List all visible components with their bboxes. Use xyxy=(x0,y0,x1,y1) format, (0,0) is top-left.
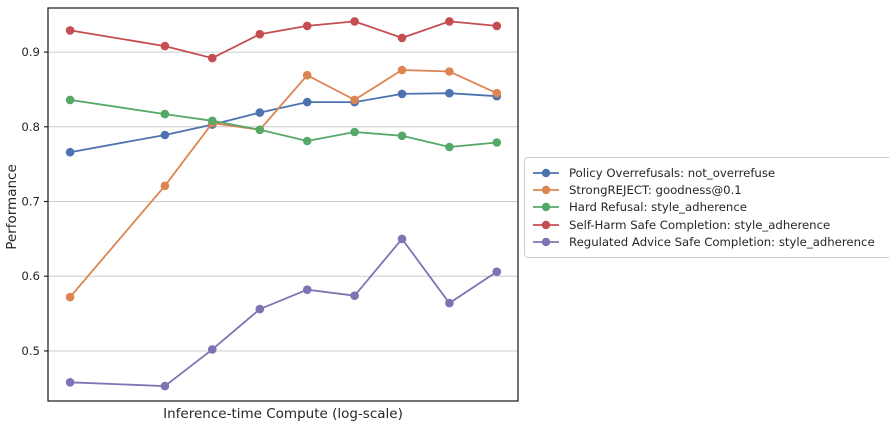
y-tick-label: 0.5 xyxy=(21,344,40,358)
legend-item: Policy Overrefusals: not_overrefuse xyxy=(532,164,884,181)
data-point xyxy=(397,234,407,244)
data-point xyxy=(208,116,217,126)
data-point xyxy=(255,108,265,117)
legend-marker-icon xyxy=(533,185,559,195)
data-point xyxy=(397,131,407,141)
plot-frame xyxy=(47,7,519,402)
legend-label: Policy Overrefusals: not_overrefuse xyxy=(569,165,776,180)
data-point xyxy=(65,26,75,35)
data-point xyxy=(302,136,312,146)
legend-label: Hard Refusal: style_adherence xyxy=(569,200,747,215)
data-point xyxy=(160,109,170,119)
data-point xyxy=(302,97,312,107)
y-tick-label: 0.7 xyxy=(21,195,40,209)
data-point xyxy=(397,89,407,99)
legend-label: Regulated Advice Safe Completion: style_… xyxy=(569,235,875,250)
legend-label: StrongREJECT: goodness@0.1 xyxy=(569,183,742,198)
data-point xyxy=(160,381,170,391)
legend: Policy Overrefusals: not_overrefuse Stron… xyxy=(524,157,889,258)
data-point xyxy=(255,125,265,135)
data-point xyxy=(255,304,265,314)
y-tick-label: 0.9 xyxy=(21,45,40,59)
data-point xyxy=(397,33,407,43)
data-point xyxy=(65,378,75,387)
data-point xyxy=(160,181,170,191)
data-point xyxy=(255,29,265,39)
data-point xyxy=(65,95,75,105)
data-point xyxy=(445,17,454,26)
legend-marker-icon xyxy=(533,168,559,177)
legend-marker-icon xyxy=(533,238,559,247)
data-point xyxy=(65,292,75,302)
data-point xyxy=(350,95,359,105)
data-point xyxy=(302,21,312,31)
y-tick-label: 0.8 xyxy=(21,120,40,134)
data-point xyxy=(350,127,359,137)
data-point xyxy=(208,345,217,354)
data-point xyxy=(302,70,312,80)
data-point xyxy=(350,17,359,26)
legend-item: Hard Refusal: style_adherence xyxy=(532,199,884,216)
data-point xyxy=(492,267,502,277)
data-point xyxy=(445,67,454,76)
data-point xyxy=(445,298,454,308)
data-point xyxy=(445,142,454,152)
y-tick-label: 0.6 xyxy=(21,269,40,283)
data-point xyxy=(492,21,502,31)
data-point xyxy=(397,65,407,75)
legend-marker-icon xyxy=(533,203,559,212)
data-point xyxy=(445,88,454,98)
series-2 xyxy=(65,95,502,152)
data-point xyxy=(65,147,75,157)
data-point xyxy=(492,138,502,147)
data-point xyxy=(160,130,170,140)
y-axis-label: Performance xyxy=(4,164,20,250)
legend-marker-icon xyxy=(533,220,559,230)
legend-item: Self-Harm Safe Completion: style_adheren… xyxy=(532,216,884,233)
legend-item: Regulated Advice Safe Completion: style_… xyxy=(532,234,884,251)
data-point xyxy=(208,53,217,63)
legend-label: Self-Harm Safe Completion: style_adheren… xyxy=(569,217,831,232)
series-4 xyxy=(65,234,502,391)
data-point xyxy=(350,291,359,301)
x-axis-label: Inference-time Compute (log-scale) xyxy=(163,406,403,422)
legend-item: StrongREJECT: goodness@0.1 xyxy=(532,181,884,198)
series-3 xyxy=(65,17,502,63)
data-point xyxy=(492,88,502,98)
data-point xyxy=(302,285,312,295)
data-point xyxy=(160,41,170,51)
